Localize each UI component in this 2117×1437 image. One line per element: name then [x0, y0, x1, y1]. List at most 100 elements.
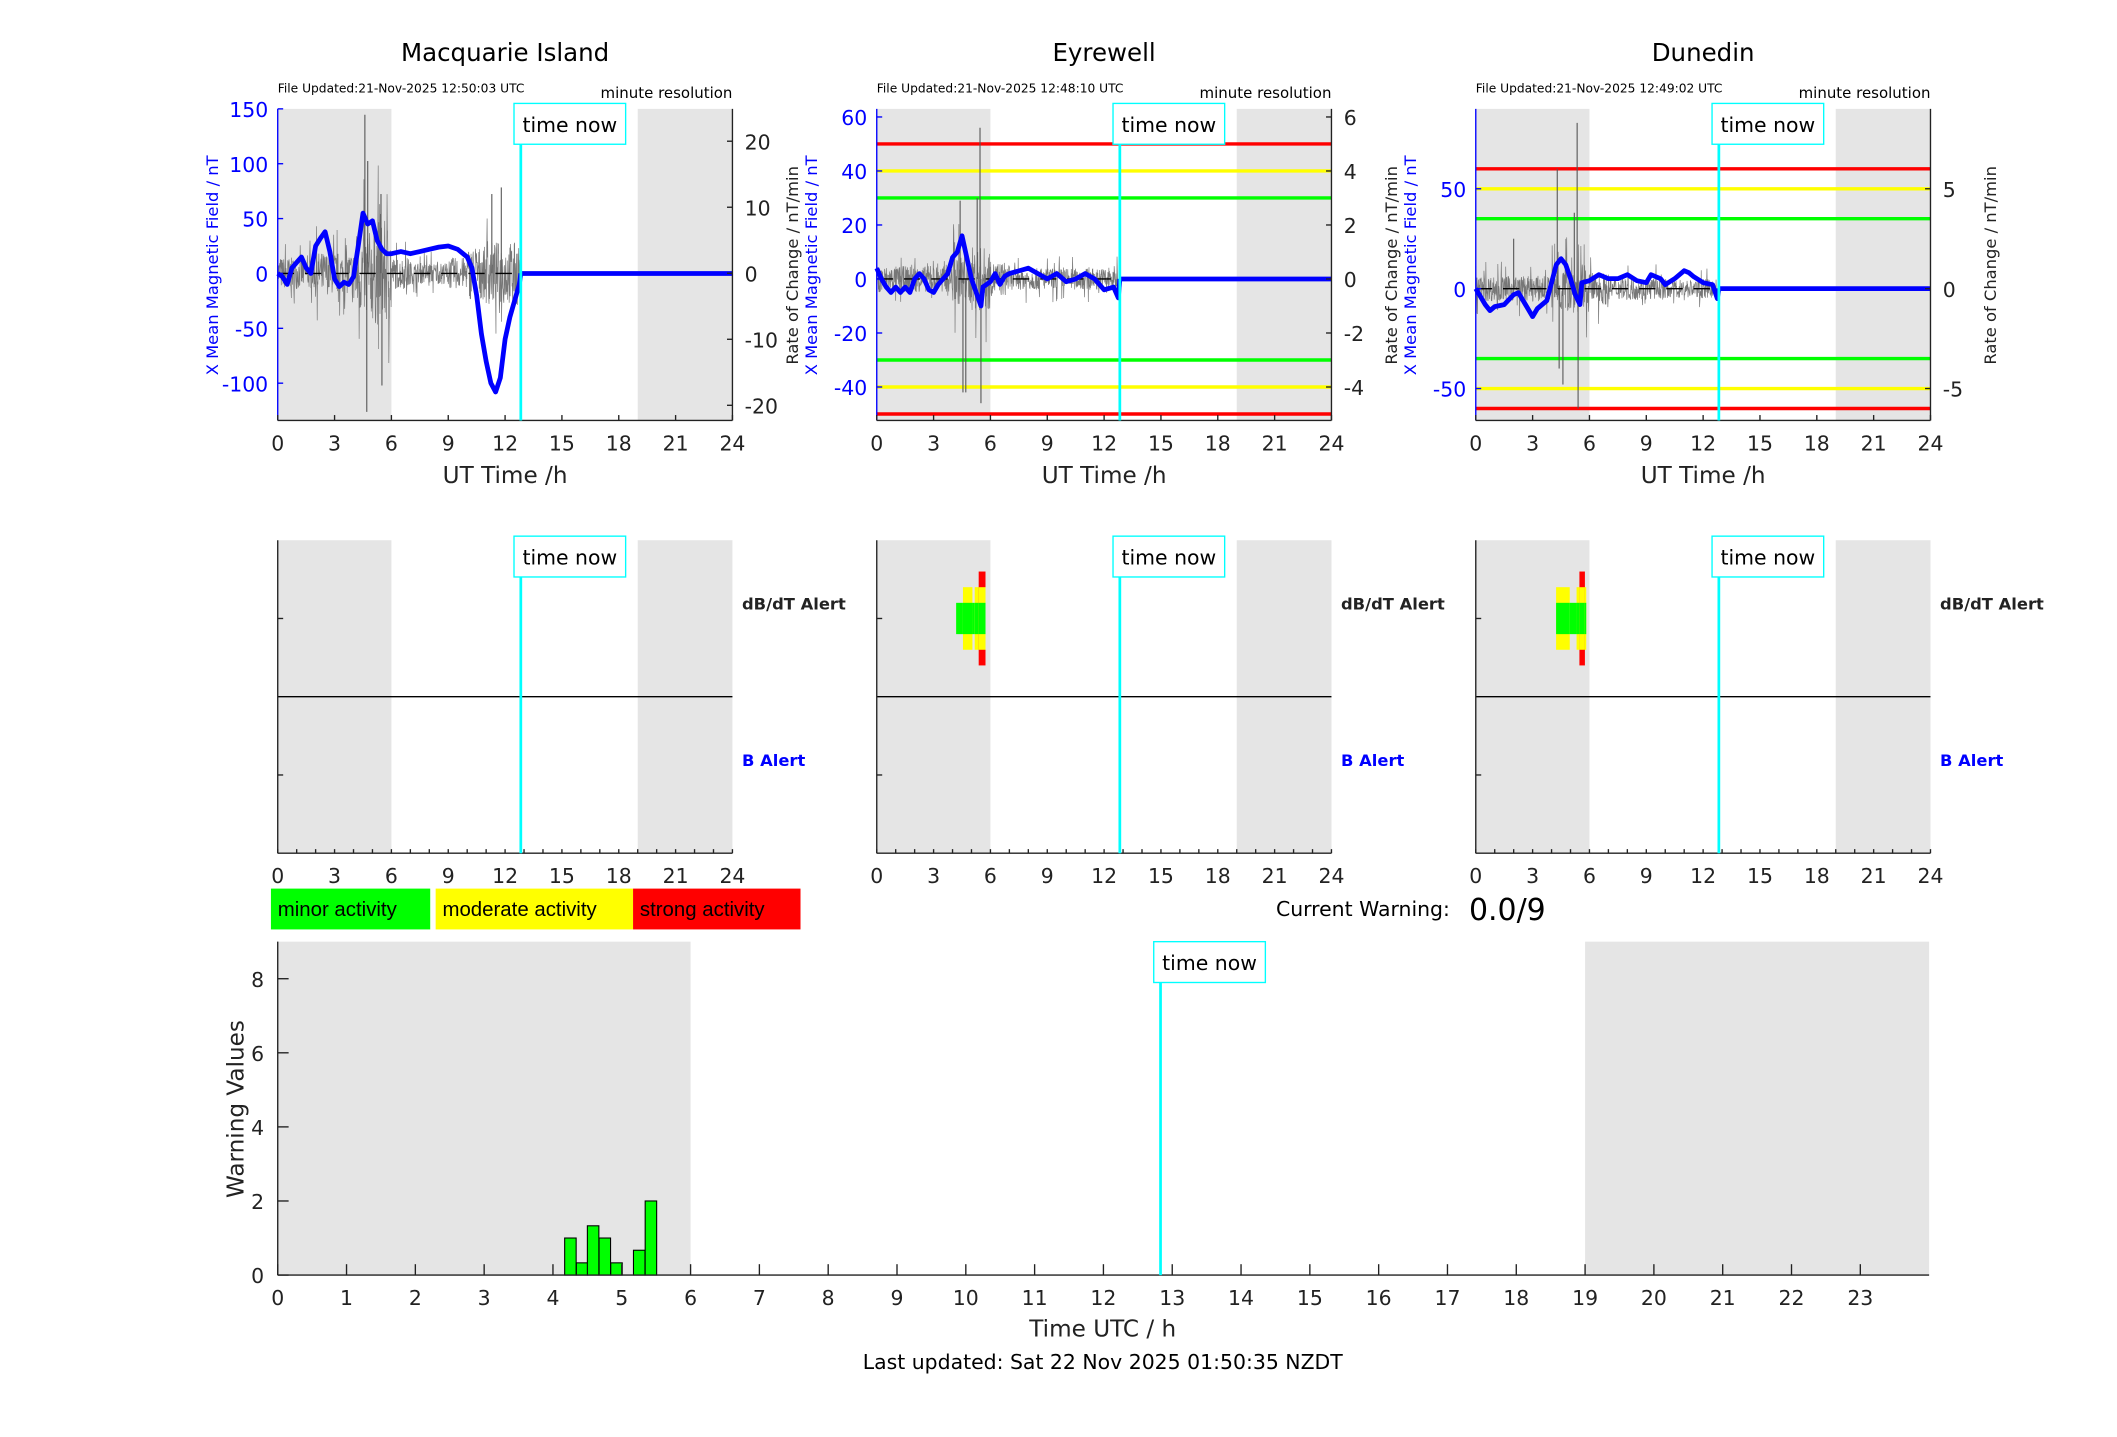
warning-x-tick-label: 7: [753, 1286, 766, 1310]
warning-x-tick-label: 1: [340, 1286, 353, 1310]
eyrewell-x-tick-label: 15: [1148, 431, 1174, 455]
macquarie-island-alert-x-tick-label: 12: [492, 864, 518, 888]
eyrewell-x-tick-label: 18: [1205, 431, 1231, 455]
warning-x-tick-label: 5: [615, 1286, 628, 1310]
warning-bar: [586, 1225, 600, 1276]
warning-x-tick-label: 16: [1366, 1286, 1392, 1310]
dunedin-night-band: [1475, 108, 1590, 421]
eyrewell-x-tick-label: 24: [1318, 431, 1344, 455]
eyrewell-x-tick-label: 21: [1262, 431, 1288, 455]
warning-x-tick-label: 9: [891, 1286, 904, 1310]
warning-x-tick-label: 11: [1022, 1286, 1048, 1310]
warning-x-tick-label: 18: [1503, 1286, 1529, 1310]
dunedin-x-label: UT Time /h: [1641, 463, 1766, 489]
eyrewell-resolution: minute resolution: [1200, 84, 1332, 102]
eyrewell-alert-x-tick-label: 24: [1318, 864, 1344, 888]
eyrewell-x-tick-label: 3: [927, 431, 940, 455]
warning-night-band: [277, 941, 691, 1276]
eyrewell-x-label: UT Time /h: [1042, 463, 1167, 489]
macquarie-island-alert-x-tick-label: 9: [442, 864, 455, 888]
dunedin-left-tick-label: 0: [1453, 278, 1466, 302]
eyrewell-dbdt-alert-label: dB/dT Alert: [1341, 595, 1445, 614]
warning-x-tick-label: 13: [1159, 1286, 1185, 1310]
dunedin-alert-x-tick-label: 18: [1804, 864, 1830, 888]
eyrewell-alert-time-now-box: [1112, 535, 1226, 578]
warning-bar: [564, 1237, 577, 1276]
warning-x-tick-label: 22: [1779, 1286, 1805, 1310]
macquarie-island-resolution: minute resolution: [601, 84, 733, 102]
warning-x-tick-label: 2: [409, 1286, 422, 1310]
macquarie-island-alert-x-tick-label: 0: [271, 864, 284, 888]
eyrewell-dbdt-alert-bar: [978, 602, 986, 635]
warning-x-tick-label: 19: [1572, 1286, 1598, 1310]
dunedin-alert-x-tick-label: 12: [1690, 864, 1716, 888]
eyrewell-left-tick-label: -20: [834, 322, 867, 346]
dunedin-alert-x-tick-label: 21: [1861, 864, 1887, 888]
dunedin-right-tick-label: 5: [1943, 178, 1956, 202]
macquarie-island-dbdt-trace: [277, 165, 521, 364]
warning-x-tick-label: 4: [546, 1286, 559, 1310]
dunedin-dbdt-alert-bar: [1556, 602, 1570, 635]
warning-y-label: Warning Values: [224, 1020, 250, 1198]
dunedin-x-tick-label: 3: [1526, 431, 1539, 455]
warning-x-tick-label: 14: [1228, 1286, 1254, 1310]
warning-y-tick-label: 8: [251, 968, 264, 992]
eyrewell-dbdt-alert-bar: [974, 602, 979, 635]
dunedin-alert-x-tick-label: 15: [1747, 864, 1773, 888]
dunedin-alert-x-tick-label: 9: [1640, 864, 1653, 888]
macquarie-island-alert-x-tick-label: 24: [719, 864, 745, 888]
dunedin-right-tick-label: -5: [1943, 378, 1963, 402]
dunedin-right-tick-label: 0: [1943, 278, 1956, 302]
eyrewell-field-trace: [874, 233, 1123, 309]
dunedin-alert-x-tick-label: 0: [1469, 864, 1482, 888]
eyrewell-alert-x-tick-label: 6: [984, 864, 997, 888]
warning-bar: [610, 1262, 623, 1276]
warning-x-tick-label: 21: [1710, 1286, 1736, 1310]
dunedin-night-band: [1835, 108, 1931, 421]
eyrewell-alert-time-now-label: time now: [1121, 546, 1216, 570]
warning-y-tick-label: 4: [251, 1116, 264, 1140]
current-warning-value: 0.0/9: [1469, 893, 1546, 928]
warning-y-tick-label: 6: [251, 1042, 264, 1066]
dunedin-title: Dunedin: [1652, 38, 1755, 67]
dunedin-alert-x-tick-label: 24: [1917, 864, 1943, 888]
dunedin-time-now-box: [1711, 102, 1825, 145]
eyrewell-file-updated: File Updated:21-Nov-2025 12:48:10 UTC: [877, 82, 1124, 96]
macquarie-island-left-tick-label: 0: [255, 263, 268, 287]
eyrewell-right-tick-label: 2: [1344, 214, 1357, 238]
macquarie-island-alert-x-tick-label: 3: [328, 864, 341, 888]
eyrewell-dbdt-alert-bar: [972, 602, 975, 635]
macquarie-island-alert-time-now-box: [513, 535, 627, 578]
eyrewell-right-tick-label: 0: [1344, 268, 1357, 292]
warning-x-tick-label: 17: [1434, 1286, 1460, 1310]
eyrewell-left-tick-label: 60: [841, 106, 867, 130]
eyrewell-b-alert-label: B Alert: [1341, 751, 1405, 770]
macquarie-island-x-tick-label: 18: [606, 431, 632, 455]
dunedin-dbdt-alert-bar: [1569, 602, 1577, 635]
legend-strong-label: strong activity: [640, 899, 766, 921]
eyrewell-time-now-label: time now: [1121, 113, 1216, 137]
dunedin-dbdt-alert-label: dB/dT Alert: [1940, 595, 2044, 614]
warning-x-tick-label: 8: [822, 1286, 835, 1310]
warning-night-band: [1585, 941, 1930, 1276]
eyrewell-alert-x-tick-label: 21: [1262, 864, 1288, 888]
macquarie-island-alert-x-tick-label: 15: [549, 864, 575, 888]
eyrewell-alert-x-tick-label: 15: [1148, 864, 1174, 888]
macquarie-island-file-updated: File Updated:21-Nov-2025 12:50:03 UTC: [278, 82, 525, 96]
eyrewell-dbdt-alert-bar: [962, 602, 973, 635]
dunedin-x-tick-label: 15: [1747, 431, 1773, 455]
eyrewell-alert-x-tick-label: 3: [927, 864, 940, 888]
eyrewell-right-tick-label: -4: [1344, 376, 1364, 400]
dunedin-x-tick-label: 21: [1861, 431, 1887, 455]
macquarie-island-left-tick-label: 50: [242, 208, 268, 232]
macquarie-island-x-label: UT Time /h: [443, 463, 568, 489]
eyrewell-right-tick-label: 4: [1344, 160, 1357, 184]
warning-x-tick-label: 15: [1297, 1286, 1323, 1310]
dunedin-alert-time-now-box: [1711, 535, 1825, 578]
macquarie-island-x-tick-label: 12: [492, 431, 518, 455]
macquarie-island-x-tick-label: 15: [549, 431, 575, 455]
eyrewell-alert-x-tick-label: 0: [870, 864, 883, 888]
legend-moderate-label: moderate activity: [442, 899, 597, 921]
eyrewell-right-tick-label: -2: [1344, 322, 1364, 346]
